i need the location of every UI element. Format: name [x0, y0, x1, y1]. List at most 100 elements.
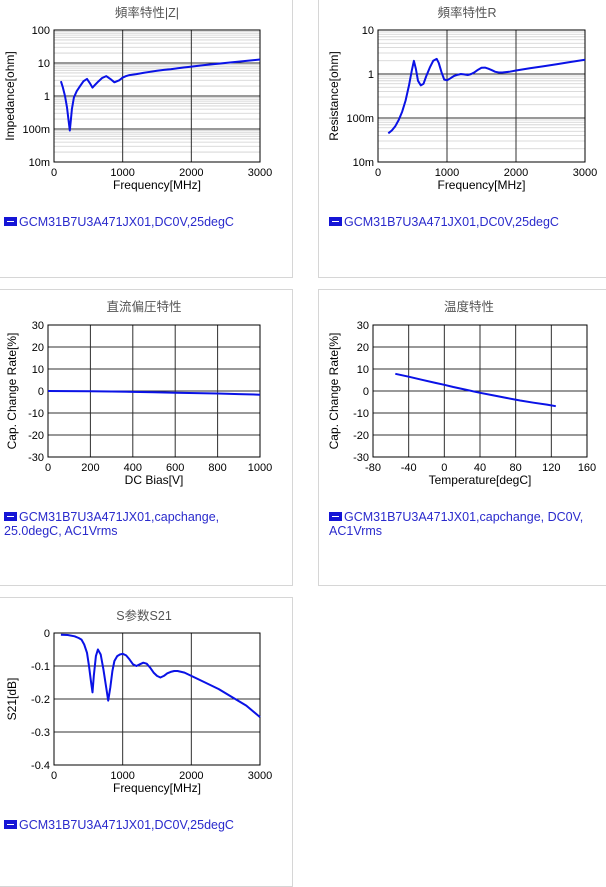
- x-tick-label: 0: [51, 167, 57, 179]
- y-axis-label: Resistance[ohm]: [327, 51, 341, 140]
- x-tick-label: 3000: [248, 770, 272, 782]
- x-axis-label: Frequency[MHz]: [437, 178, 525, 192]
- x-axis-label: DC Bias[V]: [125, 473, 184, 487]
- series-line: [47, 390, 261, 396]
- y-axis-label: Cap. Change Rate[%]: [5, 333, 19, 450]
- x-tick-label: -40: [401, 462, 417, 474]
- dc-bias-chart-panel: 直流偏圧特性 -30 -20 -10 0 10 20 30 0 200 400 600 800 1000 D…: [0, 289, 293, 586]
- dc-bias-chart: 直流偏圧特性 -30 -20 -10 0 10 20 30 0 200 400 600 800 1000 D…: [5, 299, 272, 487]
- x-tick-label: 0: [45, 462, 51, 474]
- y-tick-label: 1: [368, 69, 374, 81]
- y-tick-label: -10: [353, 408, 369, 420]
- y-tick-label: 100m: [22, 124, 50, 136]
- minus-icon: [329, 217, 342, 226]
- x-tick-label: 800: [208, 462, 226, 474]
- y-tick-label: -0.4: [31, 760, 50, 772]
- x-tick-label: 1000: [110, 770, 134, 782]
- plot-frame: [372, 324, 588, 458]
- x-tick-label: 1000: [435, 167, 459, 179]
- chart-legend: GCM31B7U3A471JX01,DC0V,25degC: [4, 818, 234, 832]
- y-tick-label: 0: [363, 386, 369, 398]
- series-line: [60, 633, 261, 718]
- x-tick-label: 120: [542, 462, 560, 474]
- y-tick-label: -10: [28, 408, 44, 420]
- chart-title: S参数S21: [116, 608, 172, 623]
- x-axis-label: Frequency[MHz]: [113, 178, 201, 192]
- y-tick-label: 30: [357, 320, 369, 332]
- minus-icon: [4, 820, 17, 829]
- y-tick-label: 100: [32, 25, 50, 37]
- y-axis-label: Cap. Change Rate[%]: [327, 333, 341, 450]
- legend-label: GCM31B7U3A471JX01,DC0V,25degC: [19, 818, 234, 832]
- series-line: [395, 372, 556, 408]
- chart-title: 温度特性: [444, 299, 494, 314]
- x-tick-label: 1000: [110, 167, 134, 179]
- resistance-chart: 頻率特性R 10m 100m 1 10 0 1000 2000 3000 Frequency[MH…: [327, 5, 597, 192]
- x-tick-label: 2000: [504, 167, 528, 179]
- y-tick-label: 10: [357, 364, 369, 376]
- minus-icon: [4, 512, 17, 521]
- x-tick-label: 40: [474, 462, 486, 474]
- s21-chart-panel: S参数S21 -0.4 -0.3 -0.2 -0.1 0 0 1000 2000 3000 Freq…: [0, 597, 293, 887]
- y-tick-label: -0.2: [31, 694, 50, 706]
- temperature-chart: 温度特性 -30 -20 -10 0 10 20 30 -80 -40 0 40 80 120 160 Tem…: [327, 299, 596, 487]
- y-tick-label: 30: [32, 320, 44, 332]
- chart-legend: GCM31B7U3A471JX01,DC0V,25degC: [329, 215, 559, 229]
- y-tick-label: -0.1: [31, 661, 50, 673]
- plot-frame: [53, 632, 261, 766]
- chart-title: 直流偏圧特性: [106, 299, 181, 314]
- y-tick-label: 10: [362, 25, 374, 37]
- series-line: [59, 58, 261, 132]
- x-tick-label: 3000: [573, 167, 597, 179]
- x-axis-label: Temperature[degC]: [429, 473, 532, 487]
- minus-icon: [329, 512, 342, 521]
- plot-frame: [53, 29, 261, 163]
- resistance-chart-panel: 頻率特性R 10m 100m 1 10 0 1000 2000 3000 Frequency[MH…: [318, 0, 606, 278]
- x-tick-label: 160: [578, 462, 596, 474]
- y-tick-label: -30: [28, 452, 44, 464]
- y-tick-label: 10: [38, 58, 50, 70]
- x-tick-label: 400: [124, 462, 142, 474]
- chart-legend: GCM31B7U3A471JX01,capchange, DC0V, AC1Vr…: [329, 510, 583, 538]
- x-tick-label: 0: [375, 167, 381, 179]
- x-tick-label: 600: [166, 462, 184, 474]
- y-tick-label: 0: [38, 386, 44, 398]
- temperature-chart-panel: 温度特性 -30 -20 -10 0 10 20 30 -80 -40 0 40 80 120 160 Tem…: [318, 289, 606, 586]
- y-tick-label: -20: [353, 430, 369, 442]
- y-axis-label: Impedance[ohm]: [3, 51, 17, 140]
- y-tick-label: 20: [32, 342, 44, 354]
- legend-label: GCM31B7U3A471JX01,capchange, DC0V, AC1Vr…: [329, 510, 584, 538]
- y-tick-label: -30: [353, 452, 369, 464]
- x-tick-label: 1000: [248, 462, 272, 474]
- x-axis-label: Frequency[MHz]: [113, 781, 201, 795]
- chart-legend: GCM31B7U3A471JX01,capchange, 25.0degC, A…: [4, 510, 219, 538]
- impedance-chart-panel: 頻率特性|Z| 10m 100m 1 10 100 0 1000 2000 3000 Frequen…: [0, 0, 293, 278]
- y-tick-label: 20: [357, 342, 369, 354]
- y-tick-label: -20: [28, 430, 44, 442]
- series-line: [387, 57, 586, 135]
- y-tick-label: 100m: [346, 113, 374, 125]
- y-tick-label: 10: [32, 364, 44, 376]
- x-tick-label: 2000: [179, 167, 203, 179]
- y-tick-label: -0.3: [31, 727, 50, 739]
- x-tick-label: 80: [510, 462, 522, 474]
- chart-legend: GCM31B7U3A471JX01,DC0V,25degC: [4, 215, 234, 229]
- x-tick-label: 3000: [248, 167, 272, 179]
- y-tick-label: 1: [44, 91, 50, 103]
- minus-icon: [4, 217, 17, 226]
- s21-chart: S参数S21 -0.4 -0.3 -0.2 -0.1 0 0 1000 2000 3000 Freq…: [5, 608, 272, 795]
- y-tick-label: 10m: [29, 157, 50, 169]
- y-axis-label: S21[dB]: [5, 678, 19, 721]
- y-tick-label: 0: [44, 628, 50, 640]
- chart-title: 頻率特性|Z|: [115, 5, 179, 20]
- x-tick-label: 2000: [179, 770, 203, 782]
- x-tick-label: -80: [365, 462, 381, 474]
- legend-label: GCM31B7U3A471JX01,capchange, 25.0degC, A…: [4, 510, 220, 538]
- y-tick-label: 10m: [353, 157, 374, 169]
- x-tick-label: 200: [81, 462, 99, 474]
- chart-title: 頻率特性R: [437, 5, 496, 20]
- x-tick-label: 0: [51, 770, 57, 782]
- plot-frame: [377, 29, 586, 163]
- legend-label: GCM31B7U3A471JX01,DC0V,25degC: [19, 215, 234, 229]
